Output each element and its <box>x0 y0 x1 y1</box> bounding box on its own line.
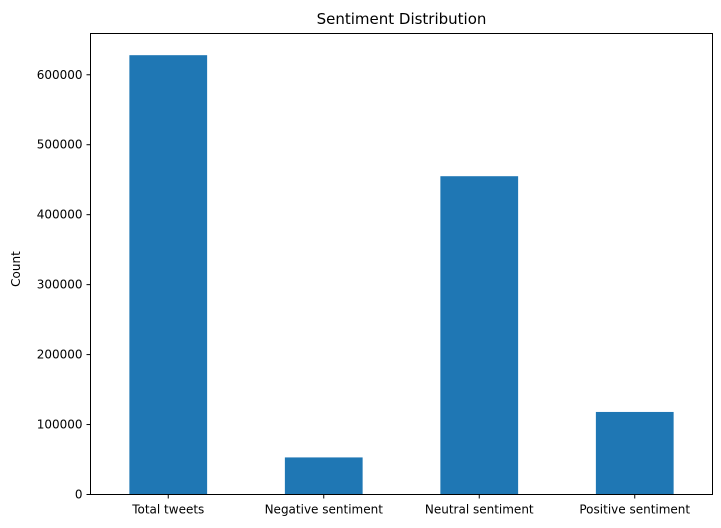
y-axis-ticks: 0 100000 200000 300000 400000 500000 600000 <box>37 68 91 502</box>
y-tick-label: 200000 <box>37 348 83 362</box>
bar-negative-sentiment <box>284 457 363 495</box>
y-tick-label: 600000 <box>37 68 83 82</box>
bar-total-tweets <box>129 55 208 495</box>
x-tick-label: Negative sentiment <box>265 503 384 517</box>
y-tick-label: 0 <box>75 488 83 502</box>
x-tick-label: Positive sentiment <box>579 503 690 517</box>
x-tick-label: Neutral sentiment <box>425 503 534 517</box>
y-tick-label: 100000 <box>37 418 83 432</box>
x-axis-ticks: Total tweets Negative sentiment Neutral se… <box>131 494 690 517</box>
bar-neutral-sentiment <box>440 176 519 495</box>
x-tick-label: Total tweets <box>131 503 204 517</box>
bars-layer <box>129 55 674 495</box>
y-tick-label: 300000 <box>37 278 83 292</box>
bar-positive-sentiment <box>595 411 674 495</box>
y-tick-label: 400000 <box>37 208 83 222</box>
plot-frame <box>90 33 713 495</box>
y-tick-label: 500000 <box>37 138 83 152</box>
chart-title: Sentiment Distribution <box>317 10 487 28</box>
y-axis-label: Count <box>9 251 23 287</box>
